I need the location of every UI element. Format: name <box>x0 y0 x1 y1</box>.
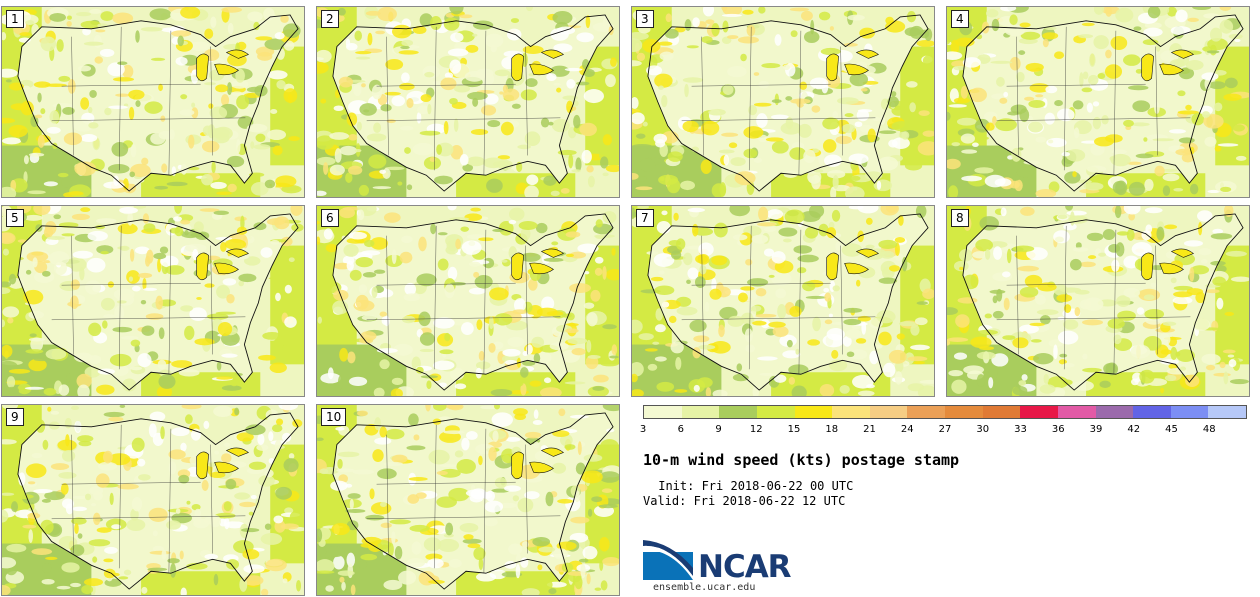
colorbar-tick-label: 42 <box>1127 424 1141 435</box>
colorbar-tick-label: 24 <box>900 424 914 435</box>
ensemble-member-map: 9 <box>1 404 305 596</box>
ensemble-member-map: 6 <box>316 205 620 397</box>
colorbar-tick-label: 27 <box>938 424 952 435</box>
colorbar-tick-label: 3 <box>639 424 647 435</box>
colorbar-segment <box>1057 406 1096 418</box>
member-number: 6 <box>321 209 339 227</box>
ensemble-member-map: 3 <box>631 6 935 198</box>
member-number: 5 <box>6 209 24 227</box>
colorbar-tick-label: 6 <box>677 424 684 435</box>
valid-time: Valid: Fri 2018-06-22 12 UTC <box>643 494 846 508</box>
member-number: 2 <box>321 10 339 28</box>
ensemble-member-map: 10 <box>316 404 620 596</box>
colorbar-tick-label: 48 <box>1202 424 1216 435</box>
colorbar-tick-label: 21 <box>863 424 876 435</box>
colorbar-segment <box>719 406 757 418</box>
colorbar-tick-label: 18 <box>825 424 839 435</box>
colorbar-segment <box>1020 406 1058 418</box>
member-number: 4 <box>951 10 969 28</box>
ncar-logo-text: NCAR <box>698 549 792 585</box>
colorbar-segment <box>756 406 795 418</box>
colorbar-segment <box>869 406 908 418</box>
colorbar-segment <box>1170 406 1209 418</box>
chart-title: 10-m wind speed (kts) postage stamp <box>643 451 960 469</box>
colorbar-tick-label: 30 <box>976 424 990 435</box>
ncar-logo-icon <box>643 540 693 580</box>
member-number: 7 <box>636 209 654 227</box>
colorbar-segment <box>794 406 833 418</box>
member-number: 10 <box>321 408 347 426</box>
colorbar-segment <box>982 406 1021 418</box>
colorbar-segment <box>1095 406 1134 418</box>
ensemble-member-map: 4 <box>946 6 1250 198</box>
colorbar-segment <box>681 406 720 418</box>
colorbar-tick-label: 9 <box>715 424 722 435</box>
member-number: 8 <box>951 209 969 227</box>
colorbar-segment <box>945 406 983 418</box>
colorbar-segment <box>1208 406 1246 418</box>
website-link[interactable]: ensemble.ucar.edu <box>653 582 756 593</box>
member-number: 1 <box>6 10 24 28</box>
colorbar-segment <box>1133 406 1171 418</box>
colorbar-tick-label: 33 <box>1014 424 1027 435</box>
wind-speed-colorbar <box>643 405 1247 419</box>
colorbar-segment <box>907 406 945 418</box>
ensemble-member-map: 5 <box>1 205 305 397</box>
colorbar-tick-label: 39 <box>1089 424 1103 435</box>
colorbar-tick-label: 45 <box>1165 424 1178 435</box>
ensemble-member-map: 8 <box>946 205 1250 397</box>
init-time: Init: Fri 2018-06-22 00 UTC <box>658 479 854 493</box>
ensemble-member-map: 1 <box>1 6 305 198</box>
member-number: 9 <box>6 408 24 426</box>
ensemble-member-map: 7 <box>631 205 935 397</box>
colorbar-tick-label: 12 <box>749 424 763 435</box>
colorbar-tick-label: 15 <box>787 424 801 435</box>
ensemble-member-map: 2 <box>316 6 620 198</box>
member-number: 3 <box>636 10 654 28</box>
colorbar-tick-label: 36 <box>1051 424 1065 435</box>
colorbar-segment <box>832 406 870 418</box>
colorbar-ticks: 3 6 9 12 15 18 21 24 27 30 33 36 39 42 45 48 <box>639 424 1247 438</box>
colorbar-segment <box>644 406 682 418</box>
